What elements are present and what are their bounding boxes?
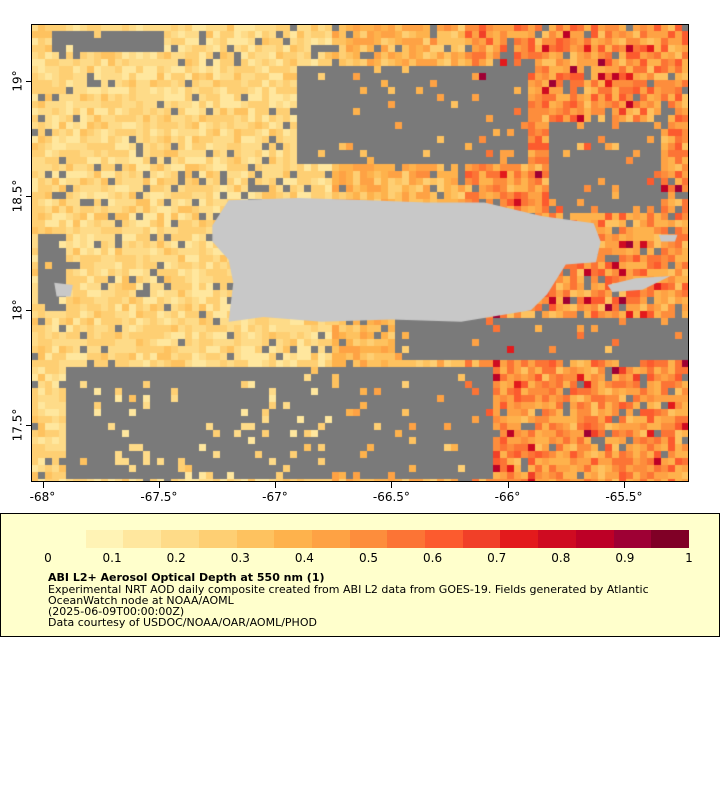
- colorbar-swatch: [123, 530, 162, 548]
- colorbar-swatch: [349, 530, 388, 548]
- legend-credit: Data courtesy of USDOC/NOAA/OAR/AOML/PHO…: [48, 616, 317, 629]
- colorbar-tick-label: 0.4: [294, 551, 314, 565]
- lon-tick-mark: [623, 482, 625, 488]
- colorbar: [48, 530, 689, 548]
- lat-tick-label: 17.5°: [9, 408, 24, 442]
- lat-tick-mark: [26, 424, 31, 426]
- colorbar-swatch: [274, 530, 312, 548]
- colorbar-tick-label: 0.3: [230, 551, 250, 565]
- colorbar-swatch: [500, 530, 539, 548]
- colorbar-swatch: [538, 530, 576, 548]
- aod-map-canvas[interactable]: [31, 24, 689, 482]
- colorbar-swatch: [462, 530, 501, 548]
- lat-tick-label: 19°: [10, 70, 25, 92]
- colorbar-tick-label: 1: [685, 551, 693, 565]
- colorbar-swatch: [651, 530, 689, 548]
- colorbar-swatch: [425, 530, 463, 548]
- colorbar-swatch: [387, 530, 426, 548]
- legend-panel: 0 0.1 0.2 0.3 0.4 0.5 0.6 0.7 0.8 0.9 1 ABI L2+ Ae…: [0, 513, 720, 637]
- colorbar-swatch: [161, 530, 199, 548]
- colorbar-swatch: [311, 530, 350, 548]
- lon-tick-mark: [391, 482, 393, 488]
- lon-tick-mark: [507, 482, 509, 488]
- lon-tick-label: -66°: [494, 490, 521, 504]
- colorbar-tick-label: 0.2: [166, 551, 186, 565]
- legend-description-line: Experimental NRT AOD daily composite cre…: [48, 583, 649, 596]
- colorbar-swatch: [48, 530, 86, 548]
- aod-map[interactable]: [31, 24, 689, 482]
- lat-tick-mark: [26, 310, 31, 312]
- colorbar-tick-label: 0.5: [358, 551, 379, 565]
- legend-date: (2025-06-09T00:00:00Z): [48, 605, 185, 618]
- lat-tick-mark: [26, 81, 31, 83]
- lon-tick-label: -66.5°: [372, 490, 410, 504]
- colorbar-swatch: [198, 530, 237, 548]
- colorbar-tick-label: 0.7: [487, 551, 507, 565]
- lon-tick-label: -65.5°: [605, 490, 643, 504]
- colorbar-swatch: [575, 530, 614, 548]
- colorbar-tick-label: 0.9: [615, 551, 635, 565]
- colorbar-swatch: [85, 530, 124, 548]
- colorbar-swatch: [613, 530, 652, 548]
- lon-tick-label: -67.5°: [140, 490, 178, 504]
- colorbar-swatch: [236, 530, 275, 548]
- lon-tick-label: -68°: [29, 490, 56, 504]
- lon-tick-mark: [42, 482, 44, 488]
- colorbar-tick-label: 0.6: [423, 551, 443, 565]
- colorbar-tick-label: 0.8: [551, 551, 571, 565]
- lon-tick-mark: [158, 482, 160, 488]
- lat-tick-label: 18°: [10, 299, 25, 321]
- colorbar-tick-label: 0: [44, 551, 52, 565]
- lat-tick-label: 18.5°: [9, 179, 24, 213]
- colorbar-tick-label: 0.1: [102, 551, 122, 565]
- legend-title: ABI L2+ Aerosol Optical Depth at 550 nm …: [48, 571, 325, 584]
- lon-tick-mark: [275, 482, 277, 488]
- lon-tick-label: -67°: [262, 490, 288, 504]
- legend-description-line: OceanWatch node at NOAA/AOML: [48, 594, 234, 607]
- lat-tick-mark: [26, 195, 31, 197]
